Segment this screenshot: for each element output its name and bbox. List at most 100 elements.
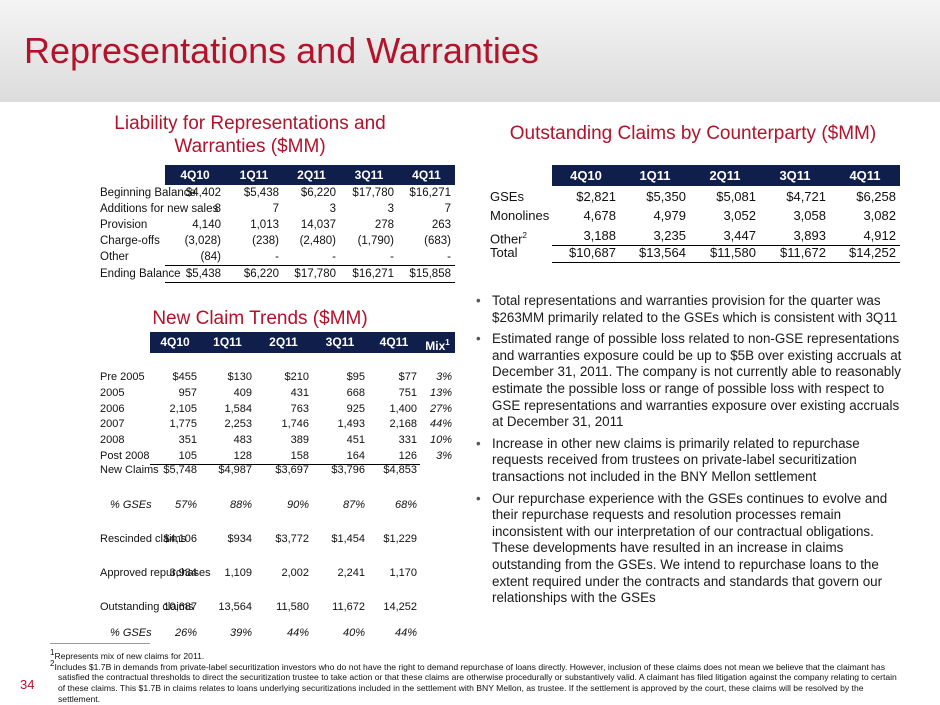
cell: 4,979	[653, 208, 686, 223]
cell: 2,253	[224, 418, 252, 430]
cell: 278	[374, 219, 394, 231]
cell: 751	[398, 387, 417, 399]
cell: (238)	[252, 235, 279, 247]
section-title: Liability for Representations and Warran…	[114, 113, 386, 157]
cell: 10%	[429, 434, 452, 446]
cell: 351	[178, 434, 197, 446]
cell: $4,721	[786, 189, 826, 204]
cell: $5,350	[646, 189, 686, 204]
cell: 1,746	[281, 418, 309, 430]
row-label: Post 2008	[100, 448, 150, 464]
footnote-mark: 2	[522, 231, 527, 240]
cell: $16,271	[352, 268, 394, 280]
cell: 1,493	[337, 418, 365, 430]
cell: -	[275, 251, 279, 263]
cell: 409	[233, 387, 252, 399]
footnote: 2Includes $1.7B in demands from private-…	[50, 659, 906, 704]
column-header: 3Q11	[354, 168, 384, 182]
bullet-list: Total representations and warranties pro…	[474, 293, 912, 612]
row-label: Ending Balance	[100, 266, 181, 282]
cell: 14,037	[300, 219, 336, 231]
row-label: Provision	[100, 217, 147, 233]
cell: 3%	[436, 450, 452, 462]
cell: 44%	[286, 627, 309, 639]
cell: 3,934	[169, 567, 197, 579]
section-title: New Claim Trends ($MM)	[152, 308, 368, 329]
cell: 3,052	[723, 208, 756, 223]
bullet-item: Total representations and warranties pro…	[476, 293, 912, 326]
cell: $4,402	[185, 187, 221, 199]
cell: $455	[172, 371, 197, 383]
cell: 14,252	[383, 601, 417, 613]
cell: 158	[290, 450, 309, 462]
column-header: 1Q11	[639, 168, 671, 183]
row-label-text: Charge-offs	[100, 235, 160, 247]
row-label: Approved repurchases	[100, 565, 211, 581]
cell: $5,081	[716, 189, 756, 204]
cell: 331	[398, 434, 417, 446]
rule	[552, 245, 900, 246]
cell: $4,987	[218, 464, 252, 476]
cell: 1,400	[389, 403, 417, 415]
row-label-text: New Claims	[100, 464, 159, 476]
row-label: 2006	[100, 401, 124, 417]
cell: $16,271	[409, 187, 451, 199]
column-header-text: Mix	[425, 339, 446, 353]
cell: 88%	[229, 499, 252, 511]
cell: $17,780	[352, 187, 394, 199]
column-header: 3Q11	[779, 168, 811, 183]
table-header	[552, 165, 900, 186]
cell: $130	[227, 371, 252, 383]
cell: $11,580	[709, 245, 756, 260]
column-header: 1Q11	[239, 168, 269, 182]
column-header: 2Q11	[297, 168, 326, 182]
cell: 4,912	[863, 228, 896, 243]
row-label: Beginning Balance	[100, 185, 196, 201]
row-label-text: Additions for new sales	[100, 203, 219, 215]
cell: $6,220	[243, 268, 279, 280]
cell: 68%	[394, 499, 417, 511]
row-label: Other	[100, 249, 129, 265]
cell: 3	[329, 203, 336, 215]
cell: 13,564	[218, 601, 252, 613]
cell: $934	[227, 533, 252, 545]
row-label: Rescinded claims	[100, 531, 186, 547]
cell: 11,580	[276, 601, 309, 613]
cell: 26%	[174, 627, 197, 639]
cell: $5,438	[243, 187, 279, 199]
cell: 57%	[174, 499, 197, 511]
cell: $4,106	[163, 533, 197, 545]
cell: 3,893	[793, 228, 826, 243]
column-header: 4Q11	[412, 168, 441, 182]
row-label-text: % GSEs	[110, 499, 152, 511]
column-header: 4Q10	[160, 335, 190, 349]
row-label: Monolines	[490, 206, 549, 225]
row-label-text: Outstanding claims	[100, 601, 194, 613]
cell: $1,229	[383, 533, 417, 545]
cell: (84)	[200, 251, 221, 263]
cell: $3,697	[275, 464, 309, 476]
row-label: 2007	[100, 416, 124, 432]
cell: 763	[290, 403, 309, 415]
cell: 90%	[286, 499, 309, 511]
cell: $10,687	[569, 245, 616, 260]
cell: $15,858	[409, 268, 451, 280]
slide-title: Representations and Warranties	[24, 30, 539, 71]
cell: $1,454	[331, 533, 365, 545]
cell: 40%	[342, 627, 365, 639]
row-label-text: Rescinded claims	[100, 533, 187, 545]
footnote-rule	[50, 643, 150, 644]
bullet-item: Estimated range of possible loss related…	[476, 331, 912, 431]
row-label-text: Ending Balance	[100, 268, 181, 280]
cell: 925	[346, 403, 365, 415]
bullet-item: Our repurchase experience with the GSEs …	[476, 491, 912, 607]
cell: 3%	[436, 371, 452, 383]
cell: 27%	[429, 403, 452, 415]
column-header: 2Q11	[269, 335, 298, 349]
row-label-text: Beginning Balance	[100, 187, 196, 199]
row-label: 2008	[100, 432, 124, 448]
row-label: GSEs	[490, 187, 524, 206]
cell: 105	[178, 450, 197, 462]
cell: 4,140	[192, 219, 221, 231]
